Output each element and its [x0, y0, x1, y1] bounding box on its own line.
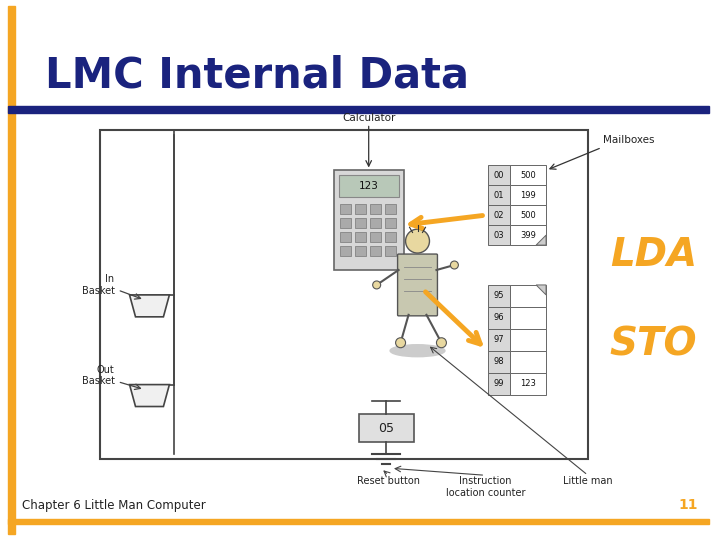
Bar — [510, 185, 546, 205]
Bar — [488, 285, 510, 307]
Bar — [340, 218, 351, 228]
Bar — [8, 519, 709, 524]
Bar — [8, 106, 709, 112]
Text: Mailboxes: Mailboxes — [603, 136, 654, 145]
Bar — [340, 204, 351, 214]
Circle shape — [395, 338, 405, 348]
Text: 97: 97 — [494, 335, 505, 345]
Text: 123: 123 — [359, 181, 379, 191]
Bar — [355, 232, 366, 242]
Polygon shape — [536, 235, 546, 245]
Bar — [510, 285, 546, 307]
Bar — [339, 176, 399, 197]
Bar — [510, 225, 546, 245]
Text: 02: 02 — [494, 211, 505, 220]
Ellipse shape — [390, 345, 445, 357]
Bar — [510, 307, 546, 329]
Bar — [340, 232, 351, 242]
Text: 11: 11 — [678, 498, 698, 512]
FancyBboxPatch shape — [397, 254, 438, 316]
Circle shape — [405, 229, 429, 253]
Text: 00: 00 — [494, 171, 505, 180]
Bar — [384, 204, 395, 214]
Text: 03: 03 — [494, 231, 505, 240]
Bar — [384, 246, 395, 256]
Bar — [369, 246, 381, 256]
Text: 500: 500 — [521, 211, 536, 220]
Text: LDA: LDA — [610, 236, 697, 274]
Text: 199: 199 — [521, 191, 536, 200]
Text: Little man: Little man — [563, 476, 613, 486]
Text: 95: 95 — [494, 292, 505, 300]
Bar — [384, 218, 395, 228]
Text: Chapter 6 Little Man Computer: Chapter 6 Little Man Computer — [22, 499, 206, 512]
Bar — [510, 373, 546, 395]
Text: Out
Basket: Out Basket — [81, 365, 114, 387]
Bar — [510, 165, 546, 185]
Bar — [334, 170, 404, 270]
Bar — [359, 415, 413, 442]
Polygon shape — [130, 295, 169, 317]
Bar — [488, 185, 510, 205]
Bar — [488, 373, 510, 395]
Bar — [488, 329, 510, 350]
Text: 01: 01 — [494, 191, 505, 200]
Text: 500: 500 — [521, 171, 536, 180]
Text: STO: STO — [610, 326, 698, 364]
Bar — [340, 246, 351, 256]
Bar — [488, 307, 510, 329]
Bar — [8, 6, 15, 534]
Text: Reset button: Reset button — [357, 476, 420, 486]
Bar — [369, 218, 381, 228]
Bar — [488, 225, 510, 245]
Bar — [488, 165, 510, 185]
Text: 99: 99 — [494, 379, 505, 388]
Bar — [355, 218, 366, 228]
Text: 05: 05 — [378, 422, 394, 435]
Bar — [369, 232, 381, 242]
Text: 96: 96 — [494, 313, 505, 322]
Text: LMC Internal Data: LMC Internal Data — [45, 55, 469, 97]
Circle shape — [373, 281, 381, 289]
Bar — [488, 205, 510, 225]
Bar — [99, 131, 588, 460]
Bar — [510, 329, 546, 350]
Polygon shape — [536, 285, 546, 295]
Circle shape — [451, 261, 459, 269]
Bar — [384, 232, 395, 242]
Circle shape — [436, 338, 446, 348]
Text: Instruction
location counter: Instruction location counter — [446, 476, 525, 498]
Text: In
Basket: In Basket — [81, 274, 114, 296]
Polygon shape — [130, 384, 169, 407]
Text: 98: 98 — [494, 357, 505, 366]
Text: 399: 399 — [520, 231, 536, 240]
Bar — [488, 350, 510, 373]
Bar — [510, 350, 546, 373]
Bar — [355, 246, 366, 256]
Bar — [369, 204, 381, 214]
Text: Calculator: Calculator — [342, 112, 395, 123]
Text: 123: 123 — [520, 379, 536, 388]
Bar — [355, 204, 366, 214]
Bar — [510, 205, 546, 225]
